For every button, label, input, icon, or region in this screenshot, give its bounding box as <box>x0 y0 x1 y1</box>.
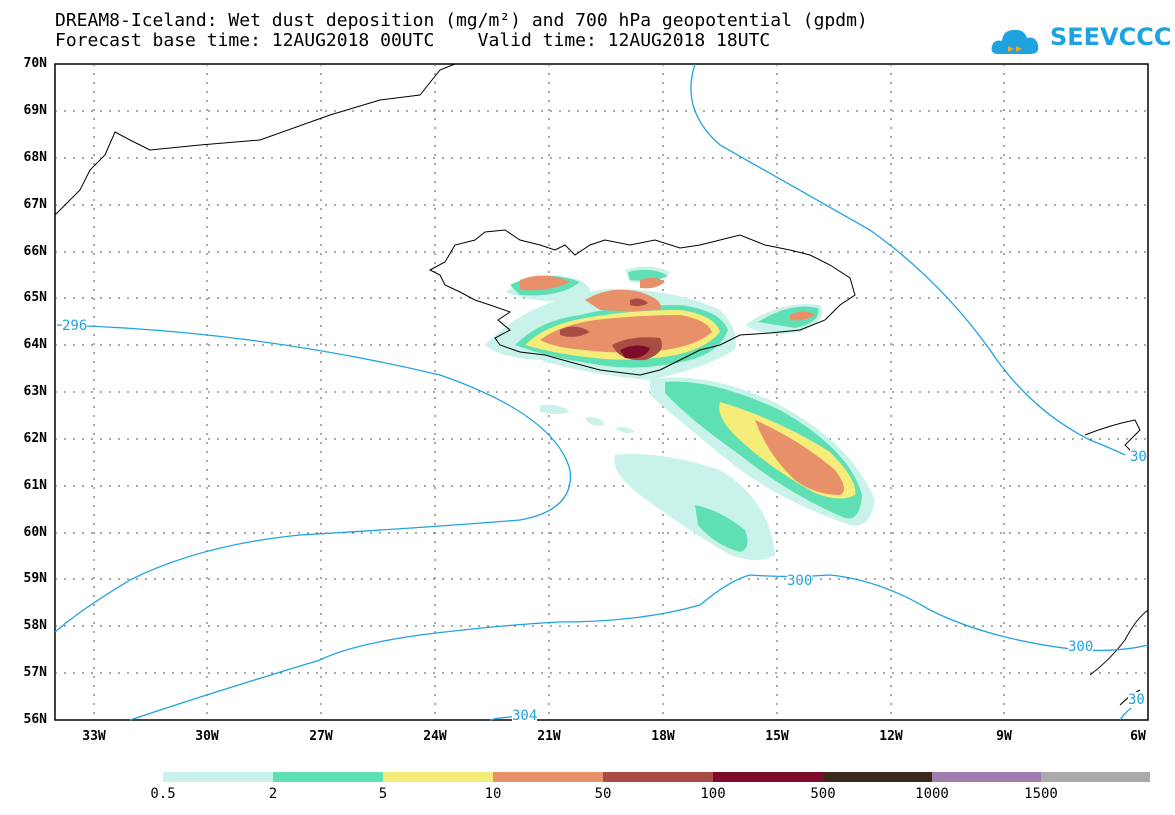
contour-label-30-east: 30 <box>1130 449 1147 465</box>
lat-label: 62N <box>23 431 47 446</box>
legend-label: 2 <box>268 786 278 802</box>
lon-label: 18W <box>651 729 675 744</box>
legend-swatch <box>383 772 493 782</box>
lat-label: 61N <box>23 478 47 493</box>
lat-label: 56N <box>23 712 47 727</box>
lon-label: 21W <box>537 729 561 744</box>
lat-label: 58N <box>23 618 47 633</box>
legend-label: 50 <box>594 786 612 802</box>
lat-label: 64N <box>23 337 47 352</box>
dust-plume-southeast <box>540 377 875 560</box>
contour-label-296: 296 <box>62 318 88 334</box>
legend-label: 100 <box>700 786 726 802</box>
contour-label-300-east: 300 <box>1068 639 1094 655</box>
legend-swatch <box>1041 772 1150 782</box>
graticule <box>55 64 1148 720</box>
lon-label: 24W <box>423 729 447 744</box>
contour-label-304: 304 <box>512 708 538 724</box>
legend-swatch <box>273 772 383 782</box>
legend-label: 5 <box>378 786 388 802</box>
lat-label: 65N <box>23 290 47 305</box>
dust-iceland <box>485 266 823 380</box>
lon-label: 33W <box>82 729 106 744</box>
legend-swatch <box>603 772 713 782</box>
lat-label: 63N <box>23 384 47 399</box>
contour-label-30-southeast: 30 <box>1128 692 1145 708</box>
lon-label: 30W <box>195 729 219 744</box>
legend-swatch <box>163 772 273 782</box>
legend-label: 1500 <box>1024 786 1058 802</box>
legend-label: 500 <box>810 786 836 802</box>
legend-label: 1000 <box>915 786 949 802</box>
lon-label: 9W <box>996 729 1012 744</box>
lat-label: 66N <box>23 244 47 259</box>
lat-label: 57N <box>23 665 47 680</box>
seevccc-logo-cloud-icon <box>991 29 1039 54</box>
lon-label: 15W <box>765 729 789 744</box>
lon-label: 27W <box>309 729 333 744</box>
lat-label: 69N <box>23 103 47 118</box>
lon-label: 6W <box>1130 729 1146 744</box>
legend-swatch <box>932 772 1041 782</box>
lat-label: 67N <box>23 197 47 212</box>
lat-label: 59N <box>23 571 47 586</box>
legend-colorbar <box>163 772 1150 782</box>
coastlines <box>54 63 1149 706</box>
legend-swatch <box>713 772 823 782</box>
map-title-line1: DREAM8-Iceland: Wet dust deposition (mg/… <box>55 10 868 31</box>
seevccc-logo-text: SEEVCCC <box>1050 23 1172 51</box>
legend-label: 10 <box>484 786 502 802</box>
legend-swatch <box>823 772 932 782</box>
lat-label: 70N <box>23 56 47 71</box>
geopotential-contours <box>54 63 1149 721</box>
lat-label: 68N <box>23 150 47 165</box>
legend-swatch <box>493 772 603 782</box>
lon-label: 12W <box>879 729 903 744</box>
map-title-line2: Forecast base time: 12AUG2018 00UTC Vali… <box>55 30 771 51</box>
contour-label-300: 300 <box>787 573 813 589</box>
lat-label: 60N <box>23 525 47 540</box>
legend-label: 0.5 <box>150 786 176 802</box>
